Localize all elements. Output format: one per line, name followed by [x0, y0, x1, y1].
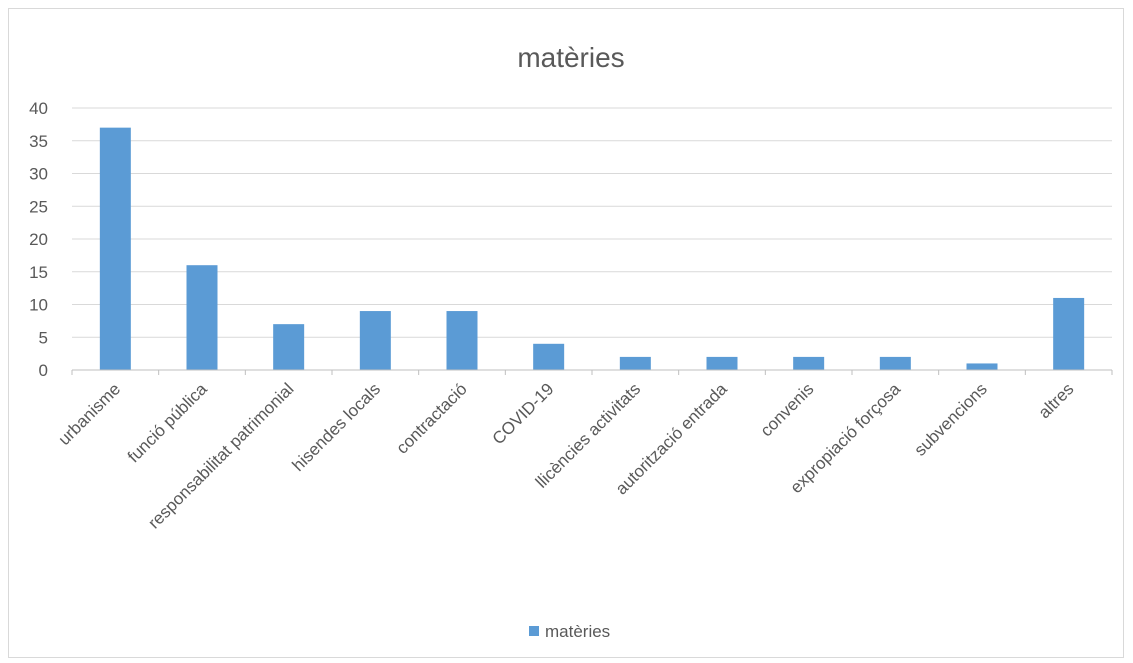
bar	[533, 343, 565, 370]
x-tick-label: COVID-19	[489, 379, 558, 448]
gridlines	[72, 107, 1112, 338]
bar	[793, 356, 825, 370]
y-tick-label: 40	[29, 99, 48, 118]
bar	[706, 356, 738, 370]
y-tick-label: 5	[39, 328, 48, 347]
legend-swatch	[529, 626, 539, 636]
x-tick-label: altres	[1035, 379, 1078, 422]
x-tick-label: subvencions	[911, 379, 991, 459]
x-tick-label: funció pública	[124, 379, 211, 466]
y-tick-label: 15	[29, 263, 48, 282]
bar	[966, 363, 998, 370]
legend-label: matèries	[545, 622, 610, 641]
x-axis-ticks	[71, 370, 1113, 375]
y-tick-label: 20	[29, 230, 48, 249]
bar	[619, 356, 651, 370]
x-tick-label: contractació	[393, 379, 471, 457]
bar	[186, 265, 218, 370]
y-tick-label: 10	[29, 296, 48, 315]
bars	[99, 127, 1085, 371]
x-tick-label: urbanisme	[55, 379, 125, 449]
y-axis-ticks: 0 5 10 15 20 25 30 35 40	[29, 99, 48, 380]
bar	[1053, 297, 1085, 370]
x-tick-label: hisendes locals	[289, 379, 385, 475]
y-tick-label: 25	[29, 197, 48, 216]
bar	[446, 311, 478, 370]
y-tick-label: 0	[39, 361, 48, 380]
legend: matèries	[529, 622, 610, 641]
y-tick-label: 30	[29, 165, 48, 184]
chart-title: matèries	[517, 42, 624, 73]
bar	[273, 324, 305, 370]
y-tick-label: 35	[29, 132, 48, 151]
bar	[99, 127, 131, 371]
bar	[359, 311, 391, 370]
x-tick-label: responsabilitat patrimonial	[144, 379, 297, 532]
x-tick-label: convenis	[757, 379, 818, 440]
bar	[879, 356, 911, 370]
